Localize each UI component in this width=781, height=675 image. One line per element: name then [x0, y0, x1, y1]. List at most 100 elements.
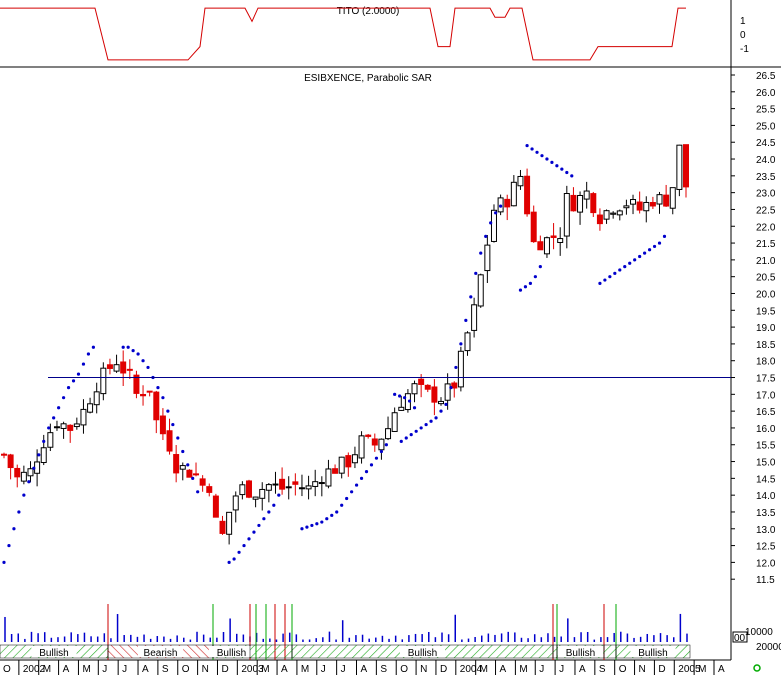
- sar-dot: [42, 439, 46, 443]
- sar-dot: [369, 463, 374, 467]
- candle-body: [40, 447, 47, 464]
- y-tick-label: 15.0: [756, 458, 776, 469]
- sar-dot: [555, 164, 559, 168]
- candle-body: [623, 205, 630, 209]
- sar-dot: [374, 456, 379, 460]
- sar-dot: [560, 167, 564, 171]
- sar-dot: [131, 349, 135, 353]
- x-tick-label: M: [82, 664, 90, 675]
- y-tick-label: 11.5: [756, 575, 775, 586]
- sar-dot: [262, 517, 266, 521]
- sar-dot: [166, 409, 170, 413]
- sar-dot: [494, 211, 498, 215]
- sar-dot: [454, 365, 458, 370]
- x-tick-label: A: [281, 664, 288, 675]
- x-tick-label: M: [519, 664, 527, 675]
- signal-band-label: Bullish: [39, 648, 68, 659]
- sar-dot: [345, 496, 349, 501]
- sar-dot: [407, 399, 412, 403]
- x-tick-label: 2003: [241, 664, 264, 675]
- sar-dot: [479, 251, 483, 255]
- signal-band-label: Bullish: [638, 648, 667, 659]
- signal-band-label-bg: [137, 646, 184, 657]
- signal-band-gap: [249, 644, 293, 659]
- x-tick-label: N: [420, 664, 427, 675]
- signal-band-label: Bullish: [408, 648, 437, 659]
- candle-body: [398, 406, 405, 411]
- x-tick-label: S: [162, 664, 169, 675]
- candle-body: [477, 274, 484, 307]
- sar-dot: [550, 160, 554, 164]
- y-tick-label: 24.5: [756, 138, 776, 149]
- x-tick-label: N: [639, 664, 646, 675]
- candle-body: [67, 424, 74, 431]
- candle-body: [265, 484, 272, 491]
- sar-dot: [330, 513, 334, 517]
- y-tick-label: 21.0: [756, 256, 776, 267]
- candle-body: [219, 520, 226, 534]
- candle-body: [80, 408, 87, 426]
- sar-dot: [47, 426, 51, 430]
- candle-body: [510, 181, 517, 207]
- candle-body: [245, 480, 252, 498]
- sar-dot: [528, 281, 532, 285]
- panel-frames: [0, 0, 781, 661]
- candle-body: [358, 435, 365, 459]
- indicator-title: TITO (2.0000): [337, 6, 400, 17]
- y-tick-label: 20.0: [756, 289, 776, 300]
- sar-dot: [459, 342, 463, 346]
- sar-dot: [399, 439, 403, 443]
- sar-dot: [277, 493, 281, 497]
- x-tick-label: A: [579, 664, 586, 675]
- candle-body: [590, 193, 597, 214]
- sar-dot: [603, 278, 607, 282]
- sar-dot: [196, 490, 200, 494]
- x-tick-label: J: [102, 664, 107, 675]
- candle-body: [424, 384, 431, 390]
- x-tick-label: 2005: [678, 664, 701, 675]
- candle-body: [186, 469, 193, 478]
- candle-body: [583, 190, 590, 200]
- candle-body: [199, 478, 206, 486]
- sar-dot: [393, 392, 397, 396]
- sar-dot: [227, 560, 231, 564]
- x-tick-label: M: [480, 664, 488, 675]
- sar-dot: [412, 406, 417, 410]
- price-y-axis: 11.5 12.0 12.5 13.0 13.5 14.0 14.5 15.0 15.5 16.0…: [48, 71, 776, 586]
- y-tick-label: 12.0: [756, 558, 776, 569]
- candle-body: [669, 187, 676, 209]
- candle-body: [179, 465, 186, 470]
- y-tick-label: 14.5: [756, 474, 776, 485]
- x-tick-label: J: [321, 664, 326, 675]
- candle-body: [444, 383, 451, 401]
- tito-line: [0, 7, 686, 61]
- sar-dot: [429, 419, 433, 423]
- sar-dot: [434, 416, 438, 420]
- sar-dot: [499, 204, 503, 208]
- sar-dot: [61, 396, 66, 400]
- candle-body: [47, 432, 54, 448]
- sar-dot: [22, 493, 26, 497]
- candle-body: [490, 209, 497, 242]
- x-tick-label: O: [182, 664, 190, 675]
- x-tick-label: M: [43, 664, 51, 675]
- sar-dot: [525, 143, 529, 148]
- sar-dot: [121, 345, 125, 349]
- candle-body: [298, 487, 305, 490]
- candle-body: [285, 486, 292, 489]
- candle-body: [484, 244, 491, 272]
- sar-dot: [272, 503, 276, 507]
- sar-dot: [404, 436, 408, 440]
- sar-dot: [37, 453, 41, 457]
- candle-body: [676, 144, 683, 190]
- candle-body: [34, 461, 41, 474]
- candle-body: [543, 237, 550, 255]
- x-tick-label: S: [599, 664, 606, 675]
- candle-body: [537, 241, 544, 251]
- candle-body: [73, 423, 80, 428]
- sar-dot: [267, 510, 271, 514]
- candle-body: [232, 495, 239, 511]
- signal-band-label-bg: [31, 646, 77, 657]
- candle-body: [656, 194, 663, 205]
- y-tick-label: 17.0: [756, 390, 776, 401]
